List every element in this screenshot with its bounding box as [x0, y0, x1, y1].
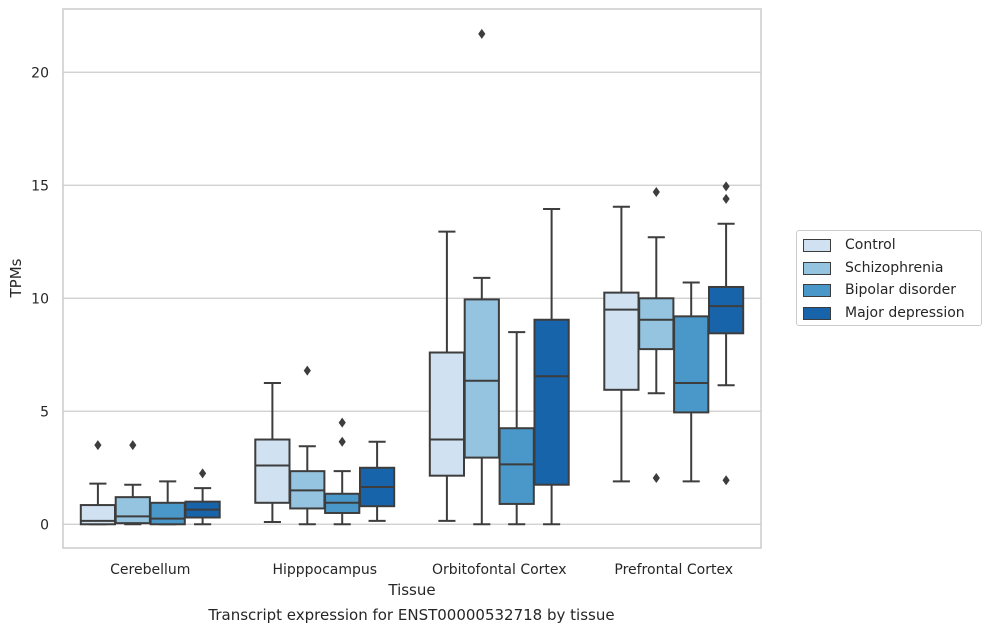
- box-plots: [79, 28, 745, 526]
- box-major-depression-prefrontal-cortex-outlier-1: [722, 193, 730, 204]
- x-tick-labels: Cerebellum Hipppocampus Orbitofontal Corte…: [110, 562, 733, 578]
- box-major-depression-prefrontal-cortex: [707, 181, 745, 486]
- box-major-depression-orbitofontal-cortex: [533, 208, 570, 526]
- legend-label-bipolar-disorder: Bipolar disorder: [845, 282, 957, 298]
- x-tick-label-hipppocampus: Hipppocampus: [272, 562, 377, 578]
- box-major-depression-cerebellum-outlier-0: [199, 468, 207, 479]
- box-major-depression-prefrontal-cortex-outlier-2: [722, 181, 730, 192]
- legend-item-control: Control: [803, 234, 896, 256]
- plot-area-frame: [62, 8, 762, 549]
- box-control-cerebellum: [79, 440, 117, 526]
- grid-lines: [63, 71, 761, 525]
- legend-label-major-depression: Major depression: [845, 305, 965, 321]
- legend-item-schizophrenia: Schizophrenia: [803, 257, 943, 279]
- box-schizophrenia-prefrontal-cortex: [638, 187, 675, 483]
- box-control-hipppocampus-iqr-box: [254, 438, 291, 504]
- y-tick-label-10: 10: [31, 291, 49, 307]
- y-tick-label-15: 15: [31, 178, 49, 194]
- legend-swatch-schizophrenia: [803, 261, 831, 275]
- box-major-depression-prefrontal-cortex-outlier-0: [722, 475, 730, 486]
- box-bipolar-disorder-orbitofontal-cortex: [498, 331, 535, 526]
- box-major-depression-prefrontal-cortex-iqr-box: [707, 285, 745, 335]
- legend-item-major-depression: Major depression: [803, 302, 965, 324]
- box-bipolar-disorder-cerebellum: [149, 480, 186, 526]
- box-bipolar-disorder-prefrontal-cortex-iqr-box: [673, 315, 710, 414]
- legend-item-bipolar-disorder: Bipolar disorder: [803, 279, 956, 301]
- box-bipolar-disorder-prefrontal-cortex: [673, 281, 710, 483]
- box-schizophrenia-cerebellum: [114, 440, 151, 526]
- box-schizophrenia-hipppocampus-outlier-0: [303, 365, 311, 376]
- box-major-depression-hipppocampus: [358, 440, 396, 522]
- box-schizophrenia-orbitofontal-cortex: [463, 28, 500, 526]
- box-schizophrenia-prefrontal-cortex-outlier-0: [652, 472, 660, 483]
- box-schizophrenia-hipppocampus: [289, 365, 326, 526]
- legend-label-control: Control: [845, 237, 896, 253]
- box-schizophrenia-cerebellum-outlier-0: [129, 440, 137, 451]
- box-major-depression-orbitofontal-cortex-iqr-box: [533, 318, 570, 486]
- y-tick-labels: 0 5 10 15 20: [31, 65, 49, 533]
- box-bipolar-disorder-orbitofontal-cortex-iqr-box: [498, 427, 535, 505]
- box-bipolar-disorder-hipppocampus: [324, 417, 361, 526]
- box-schizophrenia-cerebellum-iqr-box: [114, 496, 151, 525]
- y-tick-label-20: 20: [31, 65, 49, 81]
- figure-caption: Transcript expression for ENST0000053271…: [208, 606, 615, 624]
- y-tick-label-5: 5: [40, 404, 49, 420]
- box-control-cerebellum-outlier-0: [94, 440, 102, 451]
- box-bipolar-disorder-cerebellum-iqr-box: [149, 501, 186, 526]
- box-schizophrenia-orbitofontal-cortex-outlier-0: [478, 28, 486, 39]
- box-control-prefrontal-cortex: [603, 205, 640, 483]
- x-tick-label-orbitofontal-cortex: Orbitofontal Cortex: [432, 562, 567, 578]
- legend-swatch-control: [803, 238, 831, 252]
- x-axis-label: Tissue: [387, 581, 435, 599]
- legend-label-schizophrenia: Schizophrenia: [845, 260, 944, 276]
- y-axis-label: TPMs: [7, 258, 25, 298]
- box-bipolar-disorder-hipppocampus-outlier-0: [338, 436, 346, 447]
- box-schizophrenia-orbitofontal-cortex-iqr-box: [463, 298, 500, 459]
- box-major-depression-cerebellum: [184, 468, 221, 526]
- legend-swatch-bipolar-disorder: [803, 283, 831, 297]
- box-control-hipppocampus: [254, 382, 291, 524]
- box-control-orbitofontal-cortex: [428, 230, 466, 522]
- legend-swatch-major-depression: [803, 306, 831, 320]
- y-tick-label-0: 0: [40, 517, 49, 533]
- x-tick-label-cerebellum: Cerebellum: [110, 562, 190, 578]
- x-tick-label-prefrontal-cortex: Prefrontal Cortex: [614, 562, 733, 578]
- box-bipolar-disorder-hipppocampus-outlier-1: [338, 417, 346, 428]
- box-schizophrenia-prefrontal-cortex-outlier-1: [652, 187, 660, 198]
- legend: Control Schizophrenia Bipolar disorder M…: [796, 230, 982, 326]
- box-control-orbitofontal-cortex-iqr-box: [428, 351, 466, 477]
- box-control-prefrontal-cortex-iqr-box: [603, 291, 640, 391]
- box-schizophrenia-prefrontal-cortex-iqr-box: [638, 297, 675, 351]
